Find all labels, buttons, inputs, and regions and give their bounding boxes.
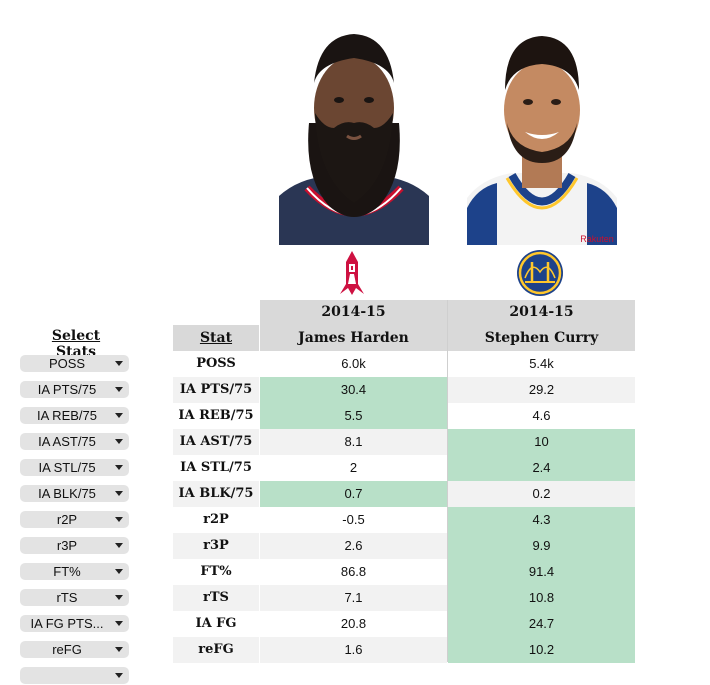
dropdown-value: IA REB/75	[37, 408, 97, 423]
chevron-down-icon	[115, 465, 123, 470]
column-divider	[447, 300, 448, 662]
chevron-down-icon	[115, 543, 123, 548]
chevron-down-icon	[115, 569, 123, 574]
stat-name-cell: IA FG PTS/75	[173, 611, 259, 657]
dropdown-value: IA AST/75	[38, 434, 96, 449]
dropdown-value: POSS	[48, 356, 86, 371]
dropdown-value: FT%	[53, 564, 81, 579]
stat-name-cell: reFG	[173, 637, 259, 663]
stat-name-cell: r2P	[173, 507, 259, 533]
stat-name-cell: r3P	[173, 533, 259, 559]
player2-value-cell: 4.3	[448, 507, 635, 533]
player2-value-cell: 10.8	[448, 585, 635, 611]
stat-select-dropdown[interactable]: IA REB/75	[20, 407, 129, 424]
stephen-curry-photo: Rakuten	[467, 28, 617, 245]
player2-value-cell: 5.4k	[448, 351, 635, 377]
stat-select-dropdown[interactable]: IA PTS/75	[20, 381, 129, 398]
stat-column-header: Stat	[173, 325, 259, 351]
player1-value-cell: 2.6	[260, 533, 447, 559]
chevron-down-icon	[115, 387, 123, 392]
player1-value-cell: 5.5	[260, 403, 447, 429]
player2-value-cell: 9.9	[448, 533, 635, 559]
dropdown-value: rTS	[56, 590, 78, 605]
player1-value-cell: 20.8	[260, 611, 447, 637]
player1-value-cell: 8.1	[260, 429, 447, 455]
player1-value-cell: 2	[260, 455, 447, 481]
player2-value-cell: 10	[448, 429, 635, 455]
dropdown-value: IA FG PTS...	[30, 616, 104, 631]
dropdown-value: IA BLK/75	[38, 486, 96, 501]
stat-select-dropdown[interactable]: r3P	[20, 537, 129, 554]
stat-select-dropdown[interactable]: FT%	[20, 563, 129, 580]
player-name-header: James Harden	[260, 325, 447, 351]
season-header: 2014-15	[448, 300, 635, 325]
player2-value-cell: 4.6	[448, 403, 635, 429]
chevron-down-icon	[115, 621, 123, 626]
dropdown-value: r3P	[56, 538, 78, 553]
svg-text:Rakuten: Rakuten	[580, 234, 614, 244]
dropdown-value: reFG	[52, 642, 82, 657]
dropdown-value: IA STL/75	[38, 460, 96, 475]
player2-value-cell: 0.2	[448, 481, 635, 507]
player2-value-cell: 2.4	[448, 455, 635, 481]
stat-select-dropdown[interactable]: POSS	[20, 355, 129, 372]
stat-select-dropdown[interactable]	[20, 667, 129, 684]
stat-name-cell: IA REB/75	[173, 403, 259, 429]
chevron-down-icon	[115, 361, 123, 366]
stat-select-dropdown[interactable]: rTS	[20, 589, 129, 606]
rockets-logo	[327, 248, 377, 298]
stat-name-cell: IA AST/75	[173, 429, 259, 455]
player1-value-cell: 86.8	[260, 559, 447, 585]
player2-value-cell: 10.2	[448, 637, 635, 663]
player1-value-cell: 0.7	[260, 481, 447, 507]
player1-value-cell: 1.6	[260, 637, 447, 663]
player2-value-cell: 91.4	[448, 559, 635, 585]
chevron-down-icon	[115, 491, 123, 496]
chevron-down-icon	[115, 595, 123, 600]
player2-value-cell: 29.2	[448, 377, 635, 403]
dropdown-value: IA PTS/75	[37, 382, 97, 397]
player1-value-cell: 7.1	[260, 585, 447, 611]
player-name-header: Stephen Curry	[448, 325, 635, 351]
stat-select-dropdown[interactable]: IA FG PTS...	[20, 615, 129, 632]
stat-select-dropdown[interactable]: IA STL/75	[20, 459, 129, 476]
james-harden-photo	[279, 28, 429, 245]
player2-value-cell: 24.7	[448, 611, 635, 637]
dropdown-value: r2P	[56, 512, 78, 527]
chevron-down-icon	[115, 517, 123, 522]
chevron-down-icon	[115, 673, 123, 678]
chevron-down-icon	[115, 413, 123, 418]
chevron-down-icon	[115, 647, 123, 652]
season-header: 2014-15	[260, 300, 447, 325]
player1-value-cell: 6.0k	[260, 351, 447, 377]
chevron-down-icon	[115, 439, 123, 444]
stat-name-cell: FT%	[173, 559, 259, 585]
warriors-logo	[515, 248, 565, 298]
stat-name-cell: rTS	[173, 585, 259, 611]
stat-select-dropdown[interactable]: r2P	[20, 511, 129, 528]
player1-value-cell: 30.4	[260, 377, 447, 403]
stat-name-cell: IA PTS/75	[173, 377, 259, 403]
stat-name-cell: IA STL/75	[173, 455, 259, 481]
stat-name-cell: IA BLK/75	[173, 481, 259, 507]
stat-select-dropdown[interactable]: IA BLK/75	[20, 485, 129, 502]
player1-value-cell: -0.5	[260, 507, 447, 533]
stat-name-cell: POSS	[173, 351, 259, 377]
stat-select-dropdown[interactable]: IA AST/75	[20, 433, 129, 450]
stat-select-dropdown[interactable]: reFG	[20, 641, 129, 658]
